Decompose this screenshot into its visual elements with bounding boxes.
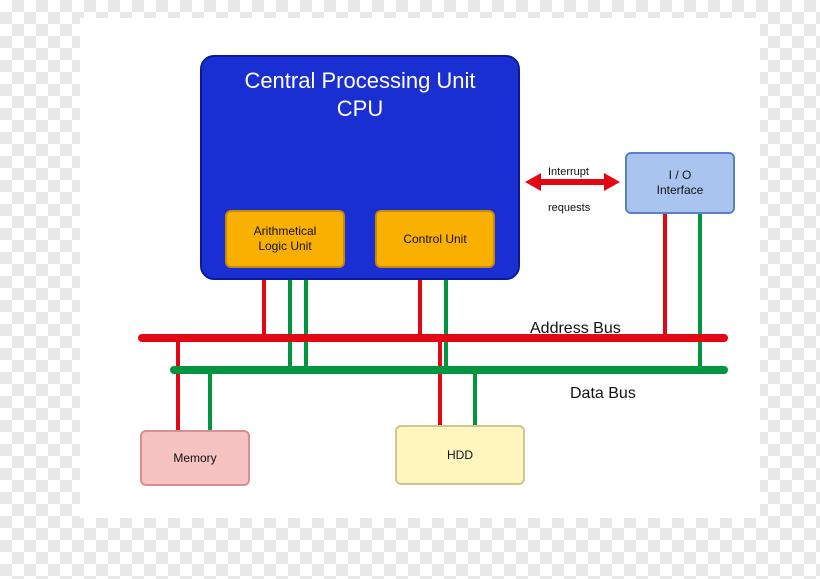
io-label-line1: I / O [669,168,692,183]
line-cu-data-l [304,268,308,370]
line-mem-data [208,370,212,430]
line-io-addr [663,214,667,338]
control-unit-label: Control Unit [403,232,466,247]
line-mem-addr [176,338,180,430]
alu-label-line1: Arithmetical [254,224,317,239]
line-alu-data [288,268,292,370]
line-cu-data-r [444,268,448,370]
hdd-box: HDD [395,425,525,485]
line-hdd-addr [438,338,442,425]
hdd-label: HDD [447,448,473,463]
io-label-line2: Interface [657,183,704,198]
memory-box: Memory [140,430,250,486]
cpu-title-line1: Central Processing Unit [244,67,475,95]
interrupt-arrow-body [539,179,606,185]
address-bus-line [138,334,728,342]
interrupt-label: Interrupt requests [548,142,590,238]
alu-box: Arithmetical Logic Unit [225,210,345,268]
control-unit-box: Control Unit [375,210,495,268]
interrupt-label-line1: Interrupt [548,166,590,178]
alu-label-line2: Logic Unit [258,239,311,254]
cpu-title-line2: CPU [337,95,383,123]
data-bus-label: Data Bus [570,385,636,403]
line-io-data [698,214,702,370]
diagram-canvas: Address Bus Data Bus Central Processing … [0,0,820,579]
line-hdd-data [473,370,477,425]
data-bus-line [170,366,728,374]
memory-label: Memory [173,451,216,466]
io-interface-box: I / O Interface [625,152,735,214]
interrupt-arrow-right-icon [604,173,620,191]
interrupt-label-line2: requests [548,202,590,214]
address-bus-label: Address Bus [530,320,621,338]
